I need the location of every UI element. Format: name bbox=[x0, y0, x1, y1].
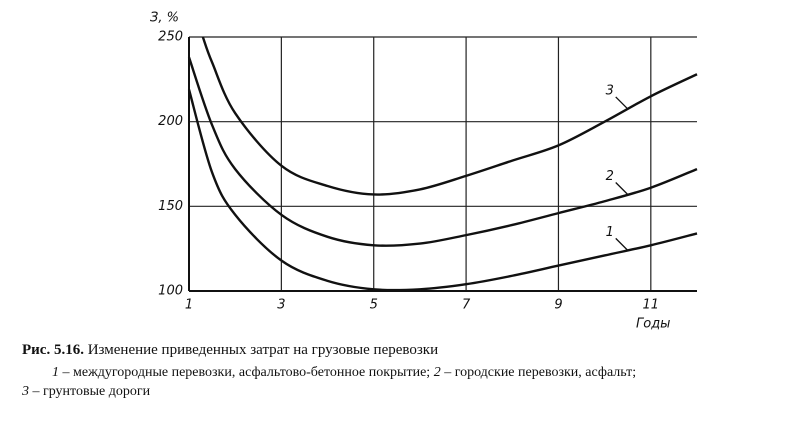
caption-notes: 1 – междугородные перевозки, асфальтово-… bbox=[52, 365, 636, 381]
x-tick-label: 7 bbox=[462, 298, 471, 313]
caption-label: Рис. 5.16. bbox=[22, 342, 84, 358]
curve-label: 1 bbox=[606, 225, 614, 240]
curve bbox=[201, 36, 698, 196]
label-leader bbox=[615, 182, 629, 195]
x-axis-label: Годы bbox=[636, 317, 670, 332]
note-number: 1 bbox=[52, 365, 59, 380]
y-tick-label: 250 bbox=[158, 30, 183, 45]
label-leader bbox=[615, 237, 629, 251]
label-leader bbox=[615, 96, 629, 110]
x-tick-label: 9 bbox=[554, 298, 562, 313]
note-number: 2 bbox=[433, 365, 441, 380]
curve-label: 3 bbox=[606, 83, 614, 98]
curve bbox=[187, 89, 698, 292]
note-number: 3 bbox=[22, 384, 29, 399]
caption-title: Рис. 5.16. Изменение приведенных затрат … bbox=[22, 342, 438, 359]
curve bbox=[187, 56, 698, 247]
x-tick-label: 1 bbox=[185, 298, 193, 313]
note-text: – грунтовые дороги bbox=[32, 384, 151, 399]
x-tick-label: 3 bbox=[277, 298, 285, 313]
caption-text: Изменение приведенных затрат на грузовые… bbox=[87, 342, 439, 358]
y-tick-label: 150 bbox=[158, 199, 183, 214]
y-axis-label: З, % bbox=[150, 11, 179, 26]
y-tick-label: 200 bbox=[158, 114, 183, 129]
note-text: – городские перевозки, асфальт; bbox=[444, 365, 637, 380]
x-tick-label: 11 bbox=[643, 298, 660, 313]
caption-notes: 3 – грунтовые дороги bbox=[22, 384, 150, 400]
note-text: – междугородные перевозки, асфальтово-бе… bbox=[62, 365, 431, 380]
x-tick-label: 5 bbox=[370, 298, 378, 313]
y-tick-label: 100 bbox=[158, 284, 183, 299]
curve-label: 2 bbox=[606, 169, 614, 184]
